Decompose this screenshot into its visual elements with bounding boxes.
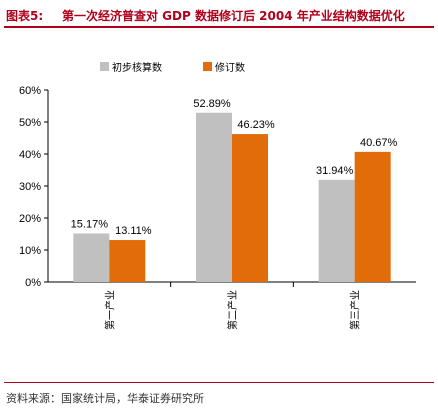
figure-label: 图表5:	[6, 9, 44, 23]
y-tick-label: 20%	[19, 213, 41, 225]
legend-swatch-1	[100, 62, 109, 71]
data-label: 15.17%	[71, 218, 109, 230]
y-tick-label: 10%	[19, 245, 41, 257]
legend-swatch-2	[203, 62, 212, 71]
bar-revised	[354, 151, 391, 282]
x-tick-label: 第二产业	[226, 290, 239, 330]
bar-initial	[73, 233, 110, 282]
y-tick-label: 30%	[19, 181, 41, 193]
bar-chart: 初步核算数 修订数 0% 10% 20% 30% 40% 50% 60% 15.17% 13.11%…	[19, 61, 416, 330]
source-note: 资料来源：国家统计局，华泰证券研究所	[6, 392, 204, 405]
data-label: 31.94%	[316, 165, 354, 177]
source-divider	[4, 382, 434, 383]
data-label: 40.67%	[360, 137, 398, 149]
title-bar: 图表5: 第一次经济普查对 GDP 数据修订后 2004 年产业结构数据优化	[4, 4, 434, 28]
x-tick-label: 第三产业	[349, 290, 362, 330]
bar-revised	[109, 240, 146, 282]
x-tick-label: 第一产业	[103, 290, 116, 330]
bar-initial	[196, 112, 232, 282]
y-tick-label: 0%	[25, 277, 41, 289]
data-label: 13.11%	[115, 225, 152, 237]
legend-label-1: 初步核算数	[112, 61, 162, 74]
data-label: 46.23%	[237, 119, 275, 131]
bar-initial	[318, 179, 355, 282]
data-label: 52.89%	[193, 98, 231, 110]
legend-label-2: 修订数	[215, 61, 245, 74]
y-tick-label: 40%	[19, 149, 41, 161]
bar-revised	[232, 134, 268, 282]
y-tick-label: 60%	[19, 85, 41, 97]
y-tick-label: 50%	[19, 117, 41, 129]
chart-title: 第一次经济普查对 GDP 数据修订后 2004 年产业结构数据优化	[62, 9, 405, 23]
